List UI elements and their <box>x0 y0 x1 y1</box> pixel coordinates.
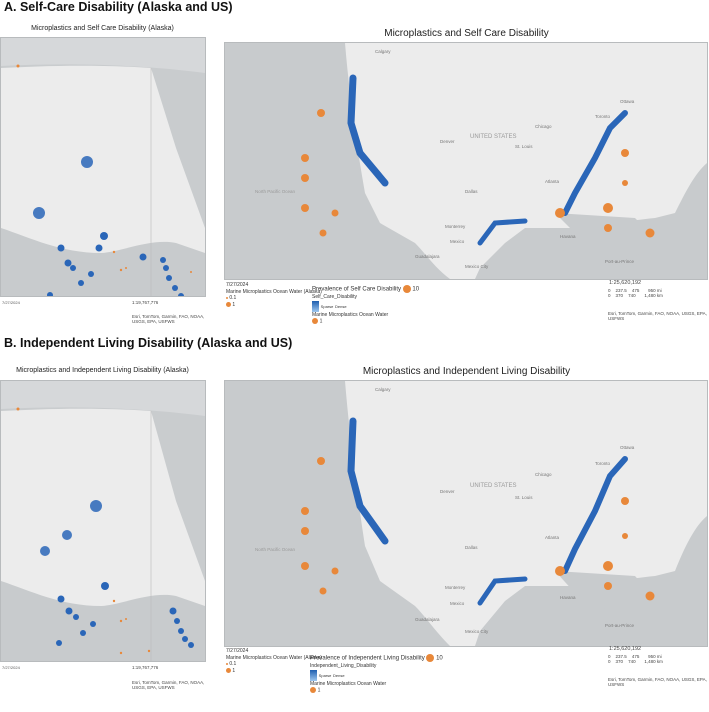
alaska-attribution-b: Esri, TomTom, Garmin, FAO, NOAA, USGS, E… <box>132 680 205 690</box>
arctic-ocean-b <box>1 381 205 416</box>
svg-text:Guadalajara: Guadalajara <box>415 617 440 622</box>
alaska-map-title-b: Microplastics and Independent Living Dis… <box>16 367 189 374</box>
svg-text:Monterrey: Monterrey <box>445 224 466 229</box>
svg-text:Dallas: Dallas <box>465 189 478 194</box>
gulf-of-mexico-b <box>555 571 665 619</box>
arctic-ocean <box>1 38 205 73</box>
svg-text:St. Louis: St. Louis <box>515 495 533 500</box>
alaska-scale-b: 1:19,767,776 <box>132 665 159 670</box>
svg-text:Port-au-Prince: Port-au-Prince <box>605 623 635 628</box>
svg-text:Toronto: Toronto <box>595 114 611 119</box>
alaska-scale-a: 1:19,767,776 <box>132 300 159 305</box>
gulf-of-alaska-b <box>1 581 205 661</box>
alaska-map-b[interactable] <box>0 380 206 662</box>
us-scale-ratio-a: 1:25,620,192 <box>609 280 642 286</box>
svg-text:Mexico: Mexico <box>450 239 465 244</box>
svg-text:St. Louis: St. Louis <box>515 144 533 149</box>
svg-text:Mexico: Mexico <box>450 601 465 606</box>
us-legend-prevalence-a: Prevalence of Self Care Disability 10 Se… <box>312 285 420 325</box>
place-labels-a: Calgary Ottawa Toronto Chicago Denver UN… <box>255 49 635 269</box>
us-attribution-b: Esri, TomTom, Garmin, FAO, NOAA, USGS, E… <box>608 677 707 687</box>
svg-text:Atlanta: Atlanta <box>545 535 560 540</box>
alaska-map-svg-b <box>1 381 205 661</box>
svg-text:North Pacific Ocean: North Pacific Ocean <box>255 189 296 194</box>
microplastic-points-b <box>16 407 151 655</box>
us-map-title-a: Microplastics and Self Care Disability <box>384 28 549 39</box>
svg-text:Ottawa: Ottawa <box>620 99 635 104</box>
microplastic-points-us-a <box>301 109 655 238</box>
place-labels-b: Calgary Ottawa Toronto Chicago Denver UN… <box>255 387 635 634</box>
us-map-title-b: Microplastics and Independent Living Dis… <box>362 366 571 377</box>
svg-text:Chicago: Chicago <box>535 472 552 477</box>
us-map-a[interactable]: Calgary Ottawa Toronto Chicago Denver UN… <box>224 42 708 280</box>
us-scale-bar-b: 0 237.5 475 950 mi 0 370 740 1,480 km <box>608 654 663 664</box>
us-map-svg-b: Calgary Ottawa Toronto Chicago Denver UN… <box>225 381 707 646</box>
svg-text:UNITED STATES: UNITED STATES <box>470 483 516 489</box>
alaska-land <box>1 65 205 296</box>
svg-text:Havana: Havana <box>560 595 576 600</box>
us-legend-b: 7/27/2024 Marine Microplastics Ocean Wat… <box>226 648 322 674</box>
us-legend-prevalence-b: Prevalence of Independent Living Disabil… <box>310 654 443 694</box>
us-map-b[interactable]: Calgary Ottawa Toronto Chicago Denver UN… <box>224 380 708 647</box>
section-b-heading: B. Independent Living Disability (Alaska… <box>4 336 293 350</box>
alaska-map-panel-b: Microplastics and Independent Living Dis… <box>0 355 206 710</box>
us-attribution-a: Esri, TomTom, Garmin, FAO, NOAA, USGS, E… <box>608 311 707 321</box>
alaska-legend-b: 7/27/2024 <box>2 665 20 670</box>
us-scale-bar-a: 0 237.5 475 950 mi 0 370 740 1,480 km <box>608 288 663 298</box>
alaska-map-title-a: Microplastics and Self Care Disability (… <box>31 25 174 32</box>
microplastic-points-a <box>16 64 192 273</box>
us-map-panel-b: Microplastics and Independent Living Dis… <box>224 362 709 707</box>
us-map-panel-a: Microplastics and Self Care Disability C… <box>224 26 709 326</box>
svg-text:Ottawa: Ottawa <box>620 445 635 450</box>
us-scale-ratio-b: 1:25,620,192 <box>609 646 642 652</box>
svg-text:Port-au-Prince: Port-au-Prince <box>605 259 635 264</box>
gulf-of-mexico <box>555 213 665 258</box>
svg-text:Guadalajara: Guadalajara <box>415 254 440 259</box>
svg-text:Dallas: Dallas <box>465 545 478 550</box>
us-map-svg-a: Calgary Ottawa Toronto Chicago Denver UN… <box>225 43 707 279</box>
alaska-attribution-a: Esri, TomTom, Garmin, FAO, NOAA, USGS, E… <box>132 314 205 324</box>
svg-text:Denver: Denver <box>440 489 455 494</box>
svg-text:Havana: Havana <box>560 234 576 239</box>
svg-text:Mexico City: Mexico City <box>465 264 489 269</box>
svg-text:North Pacific Ocean: North Pacific Ocean <box>255 547 296 552</box>
svg-text:Toronto: Toronto <box>595 461 611 466</box>
svg-text:Calgary: Calgary <box>375 49 391 54</box>
microplastic-points-us-b <box>301 457 655 601</box>
gulf-of-alaska <box>1 228 205 296</box>
alaska-map-svg-a <box>1 38 205 296</box>
svg-text:Mexico City: Mexico City <box>465 629 489 634</box>
svg-text:Chicago: Chicago <box>535 124 552 129</box>
disability-hotspots-a <box>33 156 184 296</box>
alaska-map-a[interactable] <box>0 37 206 297</box>
alaska-legend-a: 7/27/2024 <box>2 300 20 305</box>
svg-text:Calgary: Calgary <box>375 387 391 392</box>
svg-text:Atlanta: Atlanta <box>545 179 560 184</box>
svg-text:UNITED STATES: UNITED STATES <box>470 134 516 140</box>
disability-coastline-a <box>347 74 628 246</box>
disability-coastline-b <box>347 417 628 606</box>
svg-text:Monterrey: Monterrey <box>445 585 466 590</box>
us-legend-a: 7/27/2024 Marine Microplastics Ocean Wat… <box>226 282 322 308</box>
alaska-map-panel-a: Microplastics and Self Care Disability (… <box>0 20 206 324</box>
disability-hotspots-b <box>40 500 194 648</box>
svg-text:Denver: Denver <box>440 139 455 144</box>
section-a-heading: A. Self-Care Disability (Alaska and US) <box>4 0 233 14</box>
